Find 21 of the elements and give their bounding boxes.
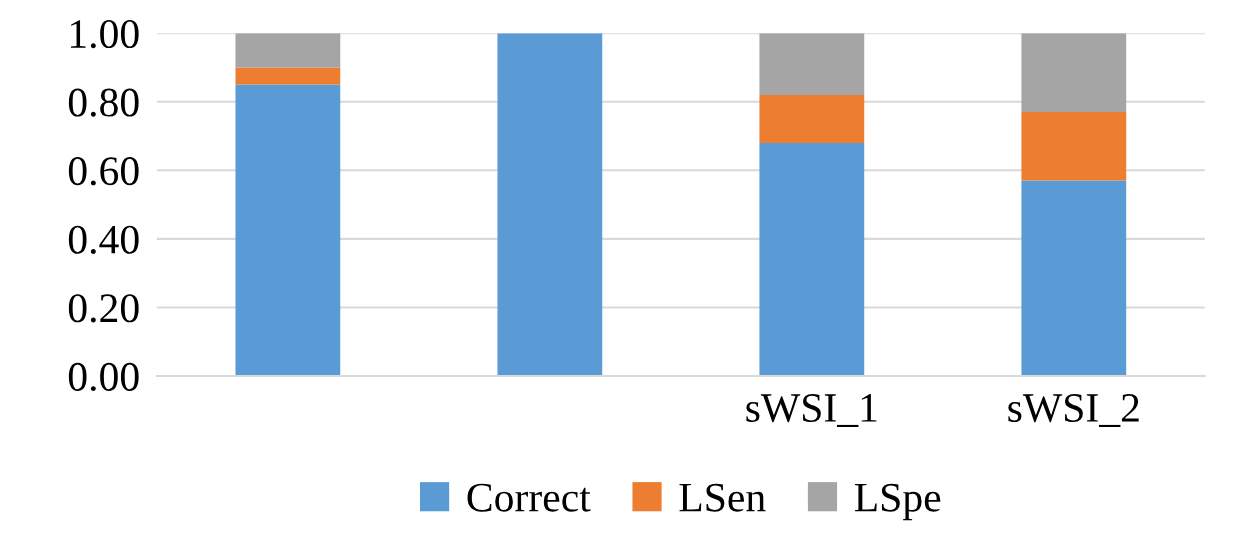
bar [759,33,865,95]
legend-label: LSpe [854,483,941,521]
bar [497,33,603,377]
bar [235,84,341,377]
y-tick-label: 0.00 [68,362,139,392]
x-tick-label: sWSI_1 [746,394,877,427]
bar [1021,33,1127,113]
bar [759,142,865,377]
y-tick-label: 0.60 [68,157,139,186]
legend-label: Correct [467,483,591,512]
y-tick-label: 0.40 [68,225,139,254]
legend-label: LSen [679,483,766,512]
bar [235,33,341,68]
y-tick-label: 0.80 [68,88,139,117]
x-tick-label: sWSI_2 [1008,394,1139,427]
y-tick-label: 0.20 [68,294,139,323]
bar [759,94,865,143]
y-tick-label: 1.00 [70,19,139,49]
bar [1021,180,1127,377]
bar [1021,112,1127,181]
bar [235,67,341,85]
